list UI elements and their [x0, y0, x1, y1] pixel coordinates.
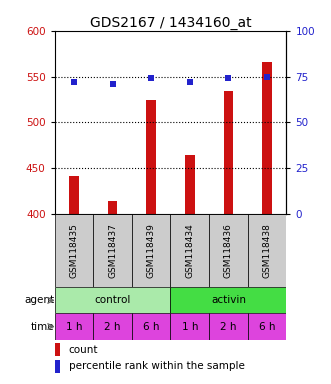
Point [187, 79, 192, 85]
Text: 2 h: 2 h [220, 321, 237, 331]
Bar [55, 343, 60, 356]
Title: GDS2167 / 1434160_at: GDS2167 / 1434160_at [90, 16, 251, 30]
Text: 2 h: 2 h [104, 321, 121, 331]
Bar [55, 287, 170, 313]
Bar [209, 313, 248, 340]
Bar [146, 100, 156, 214]
Point [149, 75, 154, 81]
Bar [248, 214, 286, 287]
Text: GSM118434: GSM118434 [185, 223, 194, 278]
Text: percentile rank within the sample: percentile rank within the sample [69, 361, 244, 371]
Bar [93, 214, 132, 287]
Text: count: count [69, 345, 98, 355]
Text: time: time [31, 321, 55, 331]
Bar [185, 156, 195, 214]
Text: 6 h: 6 h [259, 321, 275, 331]
Text: 6 h: 6 h [143, 321, 160, 331]
Bar [55, 313, 93, 340]
Text: activin: activin [211, 295, 246, 305]
Bar [209, 214, 248, 287]
Bar [108, 201, 118, 214]
Text: control: control [94, 295, 131, 305]
Bar [223, 91, 233, 214]
Bar [170, 313, 209, 340]
Text: 1 h: 1 h [181, 321, 198, 331]
Text: 1 h: 1 h [66, 321, 82, 331]
Bar [93, 313, 132, 340]
Bar [170, 287, 286, 313]
Text: GSM118435: GSM118435 [70, 223, 78, 278]
Text: GSM118438: GSM118438 [262, 223, 271, 278]
Text: agent: agent [24, 295, 55, 305]
Bar [262, 62, 272, 214]
Bar [170, 214, 209, 287]
Point [110, 81, 115, 87]
Bar [55, 214, 93, 287]
Point [264, 73, 270, 79]
Bar [69, 176, 79, 214]
Point [226, 75, 231, 81]
Text: GSM118436: GSM118436 [224, 223, 233, 278]
Bar [132, 313, 170, 340]
Text: GSM118439: GSM118439 [147, 223, 156, 278]
Bar [248, 313, 286, 340]
Text: GSM118437: GSM118437 [108, 223, 117, 278]
Bar [132, 214, 170, 287]
Bar [55, 360, 60, 372]
Point [71, 79, 76, 85]
